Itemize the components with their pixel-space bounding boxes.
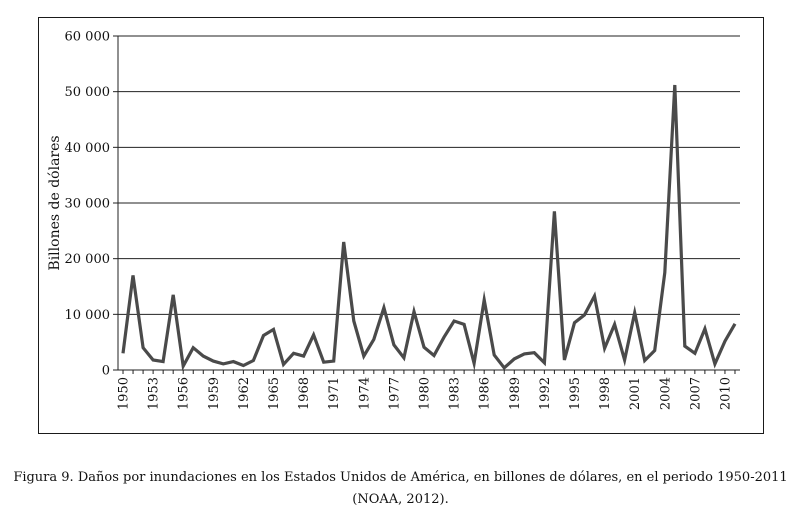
x-tick-label: 1968: [297, 377, 312, 410]
gridlines: [118, 35, 740, 315]
y-tick-label: 10 000: [65, 308, 111, 323]
figure-caption: Figura 9. Daños por inundaciones en los …: [0, 467, 801, 511]
x-tick-label: 2001: [628, 377, 643, 410]
y-axis-title: Billones de dólares: [47, 135, 63, 270]
y-tick-labels: 0 10 000 20 000 30 000 40 000 50 000 60 000: [65, 30, 111, 379]
x-tick-label: 1995: [568, 377, 583, 410]
x-tick-label: 1965: [267, 377, 282, 410]
x-tick-label: 1980: [417, 377, 432, 410]
chart-frame: [38, 17, 764, 434]
caption-line-1: Figura 9. Daños por inundaciones en los …: [13, 470, 788, 485]
y-tick-label: 30 000: [65, 197, 111, 212]
series-line: [121, 84, 737, 372]
x-tick-label: 1998: [598, 377, 613, 410]
caption-line-2: (NOAA, 2012).: [352, 492, 449, 507]
axes: [113, 35, 740, 374]
x-tick-label: 1983: [448, 377, 463, 410]
y-tick-label: 50 000: [65, 85, 111, 100]
x-tick-label: 2007: [688, 377, 703, 410]
series-layer: [121, 84, 737, 372]
x-tick-labels: 1950 1953 1956 1959 1962 1965 1968 1971 1974 1977…: [117, 377, 734, 410]
x-tick-label: 1959: [207, 377, 222, 410]
x-tick-label: 1977: [387, 377, 402, 410]
x-tick-label: 1989: [508, 377, 523, 410]
x-tick-label: 1971: [327, 377, 342, 410]
x-tick-label: 1974: [357, 377, 372, 410]
x-tick-label: 1953: [147, 377, 162, 410]
x-tick-label: 1956: [177, 377, 192, 410]
x-tick-label: 2004: [658, 377, 673, 410]
y-tick-label: 0: [102, 364, 110, 379]
y-tick-label: 40 000: [65, 141, 111, 156]
x-tick-label: 1986: [478, 377, 493, 410]
x-tick-label: 1962: [237, 377, 252, 410]
y-tick-label: 20 000: [65, 252, 111, 267]
x-tick-label: 1950: [117, 377, 132, 410]
y-tick-label: 60 000: [65, 30, 111, 45]
x-tick-label: 1992: [538, 377, 553, 410]
x-tick-label: 2010: [718, 377, 733, 410]
